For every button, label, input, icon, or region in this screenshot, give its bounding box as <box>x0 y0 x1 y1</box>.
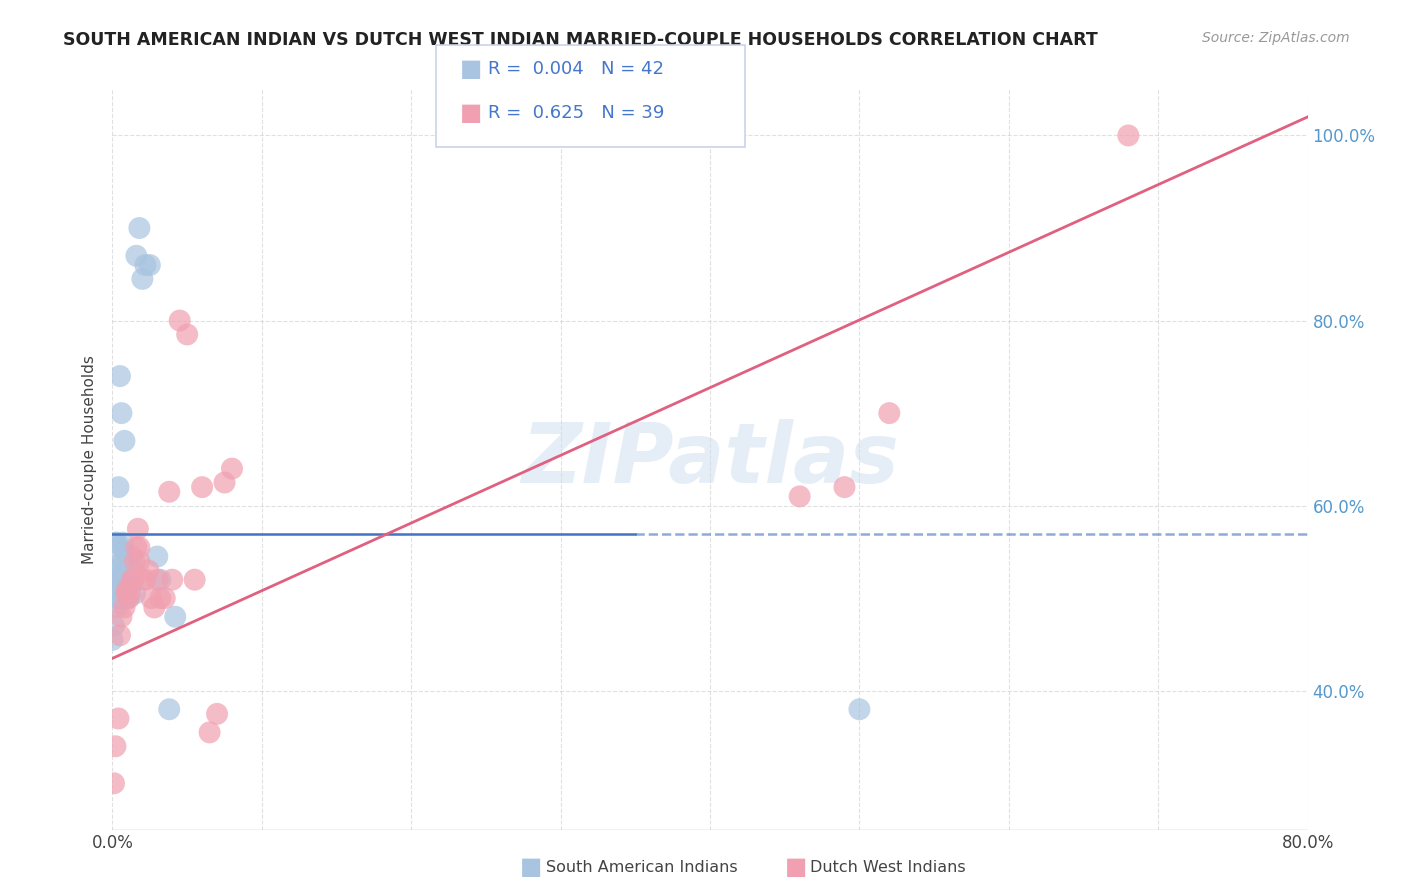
Point <box>108 591 131 606</box>
Point <box>848 702 870 716</box>
Point <box>114 545 135 559</box>
Point <box>143 600 166 615</box>
Point <box>124 554 146 568</box>
Point <box>104 739 127 754</box>
Point <box>146 573 169 587</box>
Point <box>121 549 143 564</box>
Point <box>149 591 172 606</box>
Text: Dutch West Indians: Dutch West Indians <box>810 860 966 874</box>
Y-axis label: Married-couple Households: Married-couple Households <box>82 355 97 564</box>
Point <box>146 549 169 564</box>
Point <box>169 313 191 327</box>
Point <box>110 406 132 420</box>
Text: ■: ■ <box>460 57 482 80</box>
Point <box>110 609 132 624</box>
Point <box>149 573 172 587</box>
Point <box>176 327 198 342</box>
Point <box>104 564 127 578</box>
Point <box>107 712 129 726</box>
Point <box>157 484 180 499</box>
Point <box>114 434 135 448</box>
Point <box>110 573 132 587</box>
Point <box>128 554 150 568</box>
Point <box>104 535 127 549</box>
Text: R =  0.625   N = 39: R = 0.625 N = 39 <box>488 104 664 122</box>
Point <box>134 258 156 272</box>
Point <box>834 480 856 494</box>
Point <box>162 573 183 587</box>
Point <box>107 591 129 606</box>
Point <box>153 591 176 606</box>
Point <box>118 591 141 606</box>
Point <box>165 609 187 624</box>
Text: ZIPatlas: ZIPatlas <box>522 419 898 500</box>
Point <box>105 600 128 615</box>
Text: Source: ZipAtlas.com: Source: ZipAtlas.com <box>1202 31 1350 45</box>
Point <box>127 522 149 536</box>
Point <box>183 573 205 587</box>
Text: ■: ■ <box>520 855 543 879</box>
Point <box>108 554 131 568</box>
Point <box>110 586 132 600</box>
Point <box>105 582 128 596</box>
Point <box>107 573 129 587</box>
Point <box>131 272 153 286</box>
Point <box>157 702 180 716</box>
Point <box>879 406 901 420</box>
Point <box>128 221 150 235</box>
Point <box>108 573 131 587</box>
Point <box>1118 128 1140 143</box>
Point <box>105 535 128 549</box>
Point <box>115 591 138 606</box>
Point <box>198 725 221 739</box>
Point <box>191 480 214 494</box>
Point <box>122 573 145 587</box>
Point <box>115 586 138 600</box>
Text: SOUTH AMERICAN INDIAN VS DUTCH WEST INDIAN MARRIED-COUPLE HOUSEHOLDS CORRELATION: SOUTH AMERICAN INDIAN VS DUTCH WEST INDI… <box>63 31 1098 49</box>
Point <box>107 480 129 494</box>
Point <box>221 461 243 475</box>
Point <box>111 535 134 549</box>
Point <box>108 628 131 642</box>
Point <box>118 573 141 587</box>
Point <box>214 475 236 490</box>
Point <box>108 369 131 384</box>
Point <box>134 573 156 587</box>
Point <box>103 573 125 587</box>
Text: South American Indians: South American Indians <box>546 860 737 874</box>
Point <box>104 591 127 606</box>
Point <box>789 489 811 503</box>
Point <box>103 619 125 633</box>
Text: ■: ■ <box>460 102 482 125</box>
Point <box>139 258 162 272</box>
Point <box>120 582 142 596</box>
Point <box>111 554 134 568</box>
Point <box>117 591 139 606</box>
Point <box>103 776 125 790</box>
Point <box>101 632 124 647</box>
Text: R =  0.004   N = 42: R = 0.004 N = 42 <box>488 60 664 78</box>
Point <box>131 573 153 587</box>
Point <box>114 600 135 615</box>
Point <box>124 586 146 600</box>
Point <box>138 564 160 578</box>
Point <box>117 582 139 596</box>
Point <box>120 586 142 600</box>
Point <box>125 541 148 555</box>
Point <box>141 591 163 606</box>
Point <box>115 564 138 578</box>
Text: ■: ■ <box>785 855 807 879</box>
Point <box>122 564 145 578</box>
Point <box>117 549 139 564</box>
Point <box>128 541 150 555</box>
Point <box>121 573 143 587</box>
Point <box>125 249 148 263</box>
Point <box>205 706 228 721</box>
